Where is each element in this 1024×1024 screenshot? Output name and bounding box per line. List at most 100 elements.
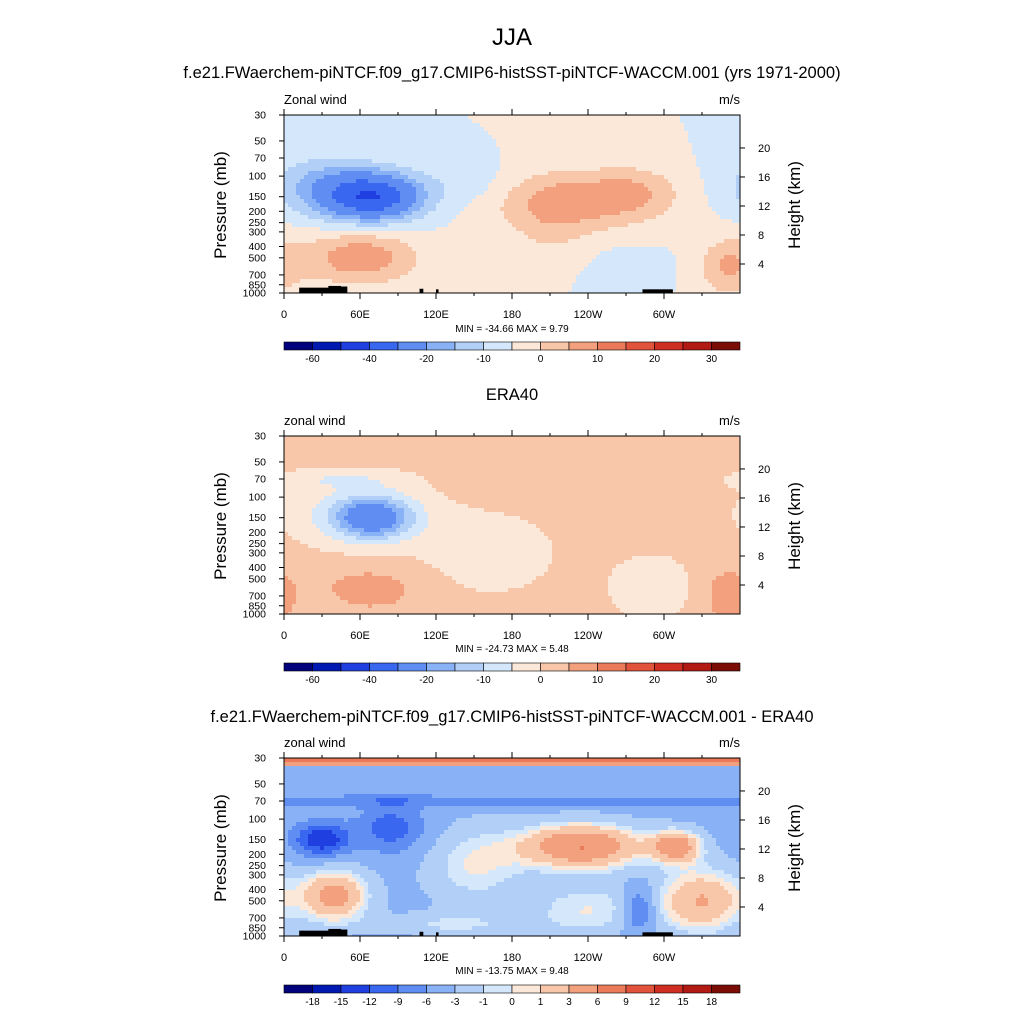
shaded-cell	[428, 199, 433, 204]
shaded-cell	[328, 187, 333, 192]
shaded-cell	[636, 127, 641, 132]
shaded-cell	[388, 203, 393, 208]
shaded-cell	[292, 239, 297, 244]
shaded-cell	[528, 171, 533, 176]
shaded-cell	[508, 263, 513, 268]
shaded-cell	[316, 271, 321, 276]
shaded-cell	[620, 243, 625, 248]
shaded-cell	[504, 179, 509, 184]
shaded-cell	[448, 207, 453, 212]
shaded-cell	[556, 135, 561, 140]
shaded-cell	[404, 119, 409, 124]
shaded-cell	[648, 267, 653, 272]
shaded-cell	[428, 255, 433, 260]
shaded-cell	[372, 135, 377, 140]
shaded-cell	[712, 279, 717, 284]
shaded-cell	[736, 175, 741, 180]
shaded-cell	[552, 235, 557, 240]
shaded-cell	[372, 171, 377, 176]
shaded-cell	[464, 283, 469, 288]
shaded-cell	[700, 191, 705, 196]
shaded-cell	[628, 155, 633, 160]
shaded-cell	[356, 127, 361, 132]
shaded-cell	[380, 279, 385, 284]
shaded-cell	[476, 115, 481, 120]
shaded-cell	[624, 243, 629, 248]
shaded-cell	[384, 287, 389, 292]
shaded-cell	[488, 215, 493, 220]
shaded-cell	[496, 251, 501, 256]
shaded-cell	[620, 195, 625, 200]
shaded-cell	[316, 263, 321, 268]
shaded-cell	[552, 251, 557, 256]
shaded-cell	[492, 199, 497, 204]
shaded-cell	[460, 263, 465, 268]
shaded-cell	[540, 223, 545, 228]
shaded-cell	[384, 219, 389, 224]
shaded-cell	[708, 127, 713, 132]
shaded-cell	[484, 191, 489, 196]
shaded-cell	[332, 231, 337, 236]
shaded-cell	[404, 115, 409, 120]
shaded-cell	[380, 115, 385, 120]
shaded-cell	[404, 199, 409, 204]
shaded-cell	[484, 163, 489, 168]
shaded-cell	[376, 135, 381, 140]
shaded-cell	[416, 263, 421, 268]
shaded-cell	[444, 159, 449, 164]
shaded-cell	[508, 259, 513, 264]
shaded-cell	[492, 119, 497, 124]
shaded-cell	[656, 151, 661, 156]
shaded-cell	[624, 251, 629, 256]
shaded-cell	[532, 199, 537, 204]
shaded-cell	[644, 259, 649, 264]
shaded-cell	[484, 203, 489, 208]
shaded-cell	[684, 127, 689, 132]
shaded-cell	[624, 199, 629, 204]
shaded-cell	[416, 215, 421, 220]
shaded-cell	[696, 235, 701, 240]
shaded-cell	[404, 219, 409, 224]
shaded-cell	[568, 227, 573, 232]
shaded-cell	[636, 271, 641, 276]
shaded-cell	[592, 287, 597, 292]
shaded-cell	[708, 207, 713, 212]
shaded-cell	[420, 175, 425, 180]
shaded-cell	[292, 119, 297, 124]
shaded-cell	[624, 123, 629, 128]
shaded-cell	[344, 195, 349, 200]
shaded-cell	[352, 215, 357, 220]
shaded-cell	[580, 155, 585, 160]
shaded-cell	[344, 235, 349, 240]
shaded-cell	[616, 263, 621, 268]
shaded-cell	[392, 195, 397, 200]
shaded-cell	[412, 123, 417, 128]
shaded-cell	[456, 167, 461, 172]
shaded-cell	[412, 139, 417, 144]
shaded-cell	[428, 203, 433, 208]
shaded-cell	[524, 223, 529, 228]
shaded-cell	[600, 159, 605, 164]
shaded-cell	[484, 167, 489, 172]
shaded-cell	[372, 115, 377, 120]
shaded-cell	[424, 215, 429, 220]
shaded-cell	[408, 139, 413, 144]
shaded-cell	[316, 247, 321, 252]
shaded-cell	[500, 183, 505, 188]
shaded-cell	[608, 139, 613, 144]
shaded-cell	[540, 199, 545, 204]
shaded-cell	[688, 151, 693, 156]
shaded-cell	[424, 219, 429, 224]
shaded-cell	[720, 259, 725, 264]
shaded-cell	[688, 203, 693, 208]
shaded-cell	[712, 123, 717, 128]
shaded-cell	[560, 191, 565, 196]
shaded-cell	[720, 147, 725, 152]
shaded-cell	[692, 243, 697, 248]
shaded-cell	[676, 131, 681, 136]
shaded-cell	[676, 215, 681, 220]
shaded-cell	[396, 227, 401, 232]
shaded-cell	[460, 115, 465, 120]
shaded-cell	[616, 143, 621, 148]
shaded-cell	[572, 263, 577, 268]
